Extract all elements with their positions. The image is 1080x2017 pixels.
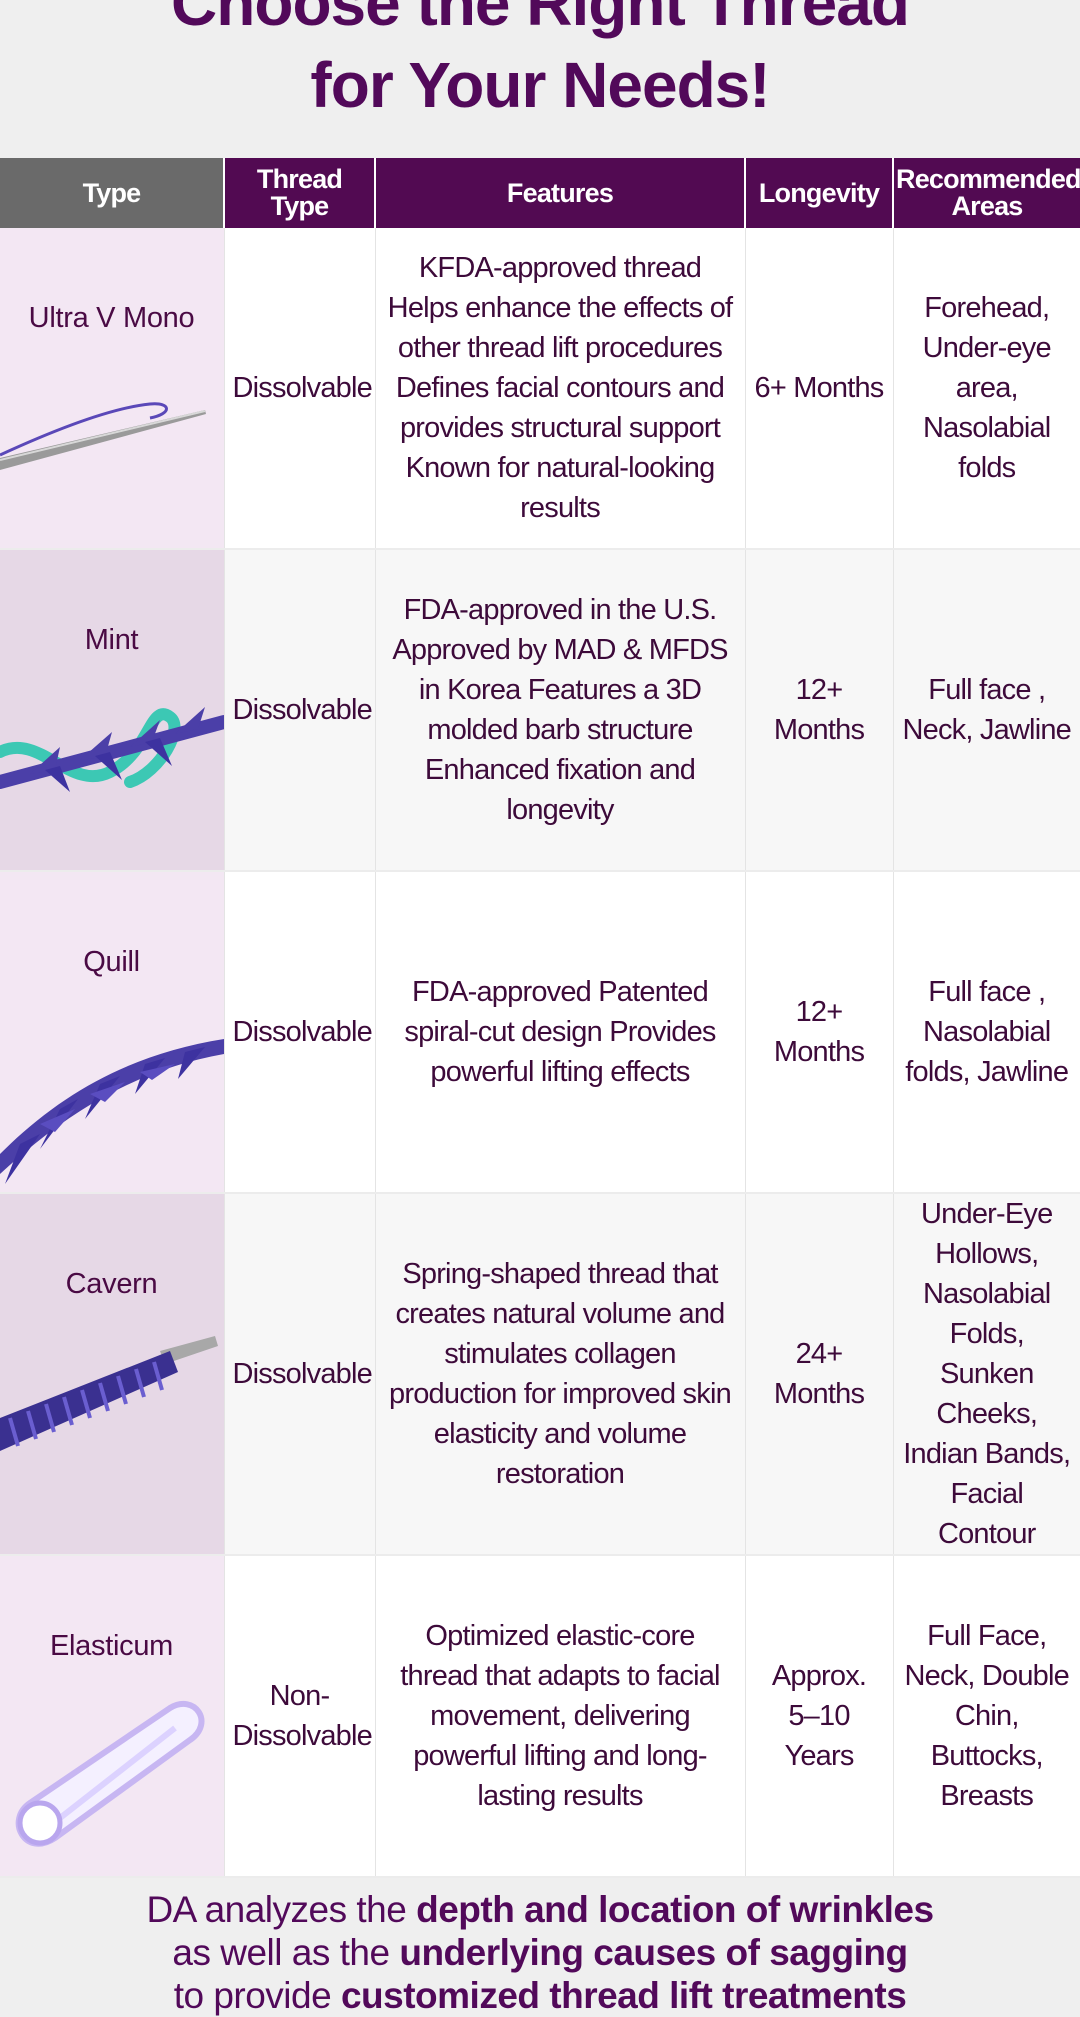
thread-name: Mint	[84, 624, 139, 656]
elastic-core-thread-icon	[15, 1700, 205, 1847]
features-cell: KFDA-approved thread Helps enhance the e…	[375, 228, 746, 550]
thread-type-cell: Dissolvable	[224, 549, 376, 872]
heading-line-2: for Your Needs!	[310, 49, 770, 121]
features-cell: Optimized elastic-core thread that adapt…	[375, 1555, 746, 1878]
spring-thread-icon	[0, 1336, 218, 1451]
thread-comparison-table: Type Thread Type Features Longevity Reco…	[0, 158, 1080, 1878]
longevity-cell: Approx. 5–10 Years	[745, 1555, 894, 1878]
areas-cell: Full face , Nasolabial folds, Jawline	[893, 871, 1080, 1194]
longevity-cell: 12+ Months	[745, 549, 894, 872]
table-header-row: Type Thread Type Features Longevity Reco…	[0, 158, 1080, 228]
barbed-thread-icon	[0, 707, 223, 792]
header-type: Type	[0, 158, 225, 228]
header-longevity: Longevity	[745, 158, 894, 228]
header-thread-type: Thread Type	[224, 158, 376, 228]
table-row: Mint Dissolvable FDA-approved in the U.S…	[0, 549, 1080, 872]
type-cell: Mint	[0, 549, 225, 872]
table-row: Elasticum Non-Dissolvable Optimized elas…	[0, 1555, 1080, 1878]
thread-type-cell: Dissolvable	[224, 228, 376, 550]
type-cell: Quill	[0, 871, 225, 1194]
areas-cell: Full Face, Neck, Double Chin, Buttocks, …	[893, 1555, 1080, 1878]
table-row: Quill Dissolvable FDA-approved Patented …	[0, 871, 1080, 1194]
spiral-cut-thread-icon	[0, 1039, 223, 1184]
thread-type-cell: Dissolvable	[224, 1193, 376, 1556]
mono-thread-needle-icon	[0, 402, 206, 470]
areas-cell: Full face , Neck, Jawline	[893, 549, 1080, 872]
features-cell: FDA-approved Patented spiral-cut design …	[375, 871, 746, 1194]
thread-type-cell: Dissolvable	[224, 871, 376, 1194]
thread-name: Elasticum	[50, 1630, 173, 1662]
features-cell: Spring-shaped thread that creates natura…	[375, 1193, 746, 1556]
type-cell: Elasticum	[0, 1555, 225, 1878]
page-heading: Choose the Right Thread for Your Needs!	[0, 0, 1080, 126]
table-row: Ultra V Mono Dissolvable KFDA-approved t…	[0, 228, 1080, 550]
longevity-cell: 12+ Months	[745, 871, 894, 1194]
footer-text: DA analyzes the depth and location of wr…	[0, 1888, 1080, 2017]
header-features: Features	[375, 158, 746, 228]
heading-line-1: Choose the Right Thread	[171, 0, 910, 39]
longevity-cell: 24+ Months	[745, 1193, 894, 1556]
longevity-cell: 6+ Months	[745, 228, 894, 550]
type-cell: Cavern	[0, 1193, 225, 1556]
thread-name: Quill	[83, 946, 140, 978]
thread-name: Cavern	[65, 1268, 158, 1300]
thread-type-cell: Non-Dissolvable	[224, 1555, 376, 1878]
features-cell: FDA-approved in the U.S. Approved by MAD…	[375, 549, 746, 872]
footer-line-1: DA analyzes the depth and location of wr…	[146, 1889, 934, 1930]
footer-line-3: to provide customized thread lift treatm…	[173, 1975, 907, 2016]
header-recommended-areas: Recommended Areas	[893, 158, 1080, 228]
type-cell: Ultra V Mono	[0, 228, 225, 550]
footer-line-2: as well as the underlying causes of sagg…	[172, 1932, 908, 1973]
table-row: Cavern Dissolvable Spring-shaped thread …	[0, 1193, 1080, 1556]
areas-cell: Forehead, Under-eye area, Nasolabial fol…	[893, 228, 1080, 550]
thread-name: Ultra V Mono	[28, 302, 195, 334]
areas-cell: Under-Eye Hollows, Nasolabial Folds, Sun…	[893, 1193, 1080, 1556]
